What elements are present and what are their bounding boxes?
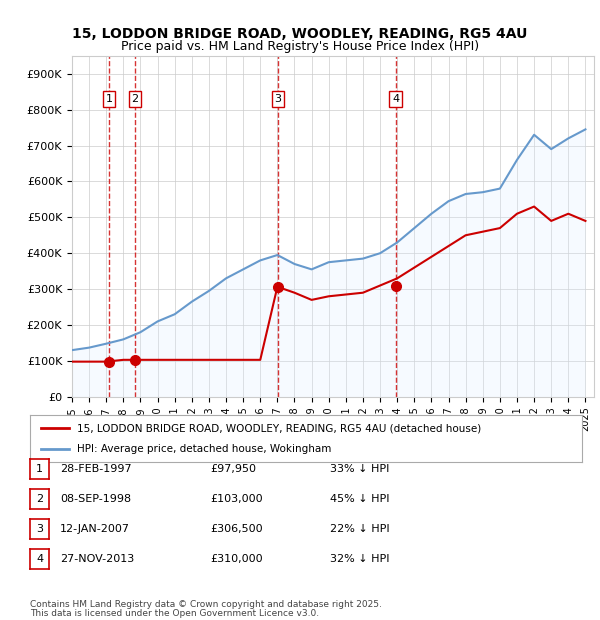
Text: 28-FEB-1997: 28-FEB-1997 bbox=[60, 464, 131, 474]
Text: Contains HM Land Registry data © Crown copyright and database right 2025.: Contains HM Land Registry data © Crown c… bbox=[30, 600, 382, 609]
Text: 45% ↓ HPI: 45% ↓ HPI bbox=[330, 494, 389, 504]
Text: 1: 1 bbox=[106, 94, 112, 104]
Text: 3: 3 bbox=[36, 524, 43, 534]
Text: This data is licensed under the Open Government Licence v3.0.: This data is licensed under the Open Gov… bbox=[30, 609, 319, 618]
Text: 33% ↓ HPI: 33% ↓ HPI bbox=[330, 464, 389, 474]
Text: 3: 3 bbox=[275, 94, 281, 104]
Text: £97,950: £97,950 bbox=[210, 464, 256, 474]
Text: 15, LODDON BRIDGE ROAD, WOODLEY, READING, RG5 4AU (detached house): 15, LODDON BRIDGE ROAD, WOODLEY, READING… bbox=[77, 423, 481, 433]
Text: 4: 4 bbox=[36, 554, 43, 564]
Text: 12-JAN-2007: 12-JAN-2007 bbox=[60, 524, 130, 534]
Text: 2: 2 bbox=[36, 494, 43, 504]
Text: £306,500: £306,500 bbox=[210, 524, 263, 534]
Text: 22% ↓ HPI: 22% ↓ HPI bbox=[330, 524, 389, 534]
Text: Price paid vs. HM Land Registry's House Price Index (HPI): Price paid vs. HM Land Registry's House … bbox=[121, 40, 479, 53]
Text: HPI: Average price, detached house, Wokingham: HPI: Average price, detached house, Woki… bbox=[77, 444, 331, 454]
Text: 4: 4 bbox=[392, 94, 399, 104]
Text: 27-NOV-2013: 27-NOV-2013 bbox=[60, 554, 134, 564]
Text: 15, LODDON BRIDGE ROAD, WOODLEY, READING, RG5 4AU: 15, LODDON BRIDGE ROAD, WOODLEY, READING… bbox=[73, 27, 527, 41]
Text: £310,000: £310,000 bbox=[210, 554, 263, 564]
Text: 2: 2 bbox=[131, 94, 139, 104]
Text: £103,000: £103,000 bbox=[210, 494, 263, 504]
Text: 1: 1 bbox=[36, 464, 43, 474]
Text: 32% ↓ HPI: 32% ↓ HPI bbox=[330, 554, 389, 564]
Text: 08-SEP-1998: 08-SEP-1998 bbox=[60, 494, 131, 504]
